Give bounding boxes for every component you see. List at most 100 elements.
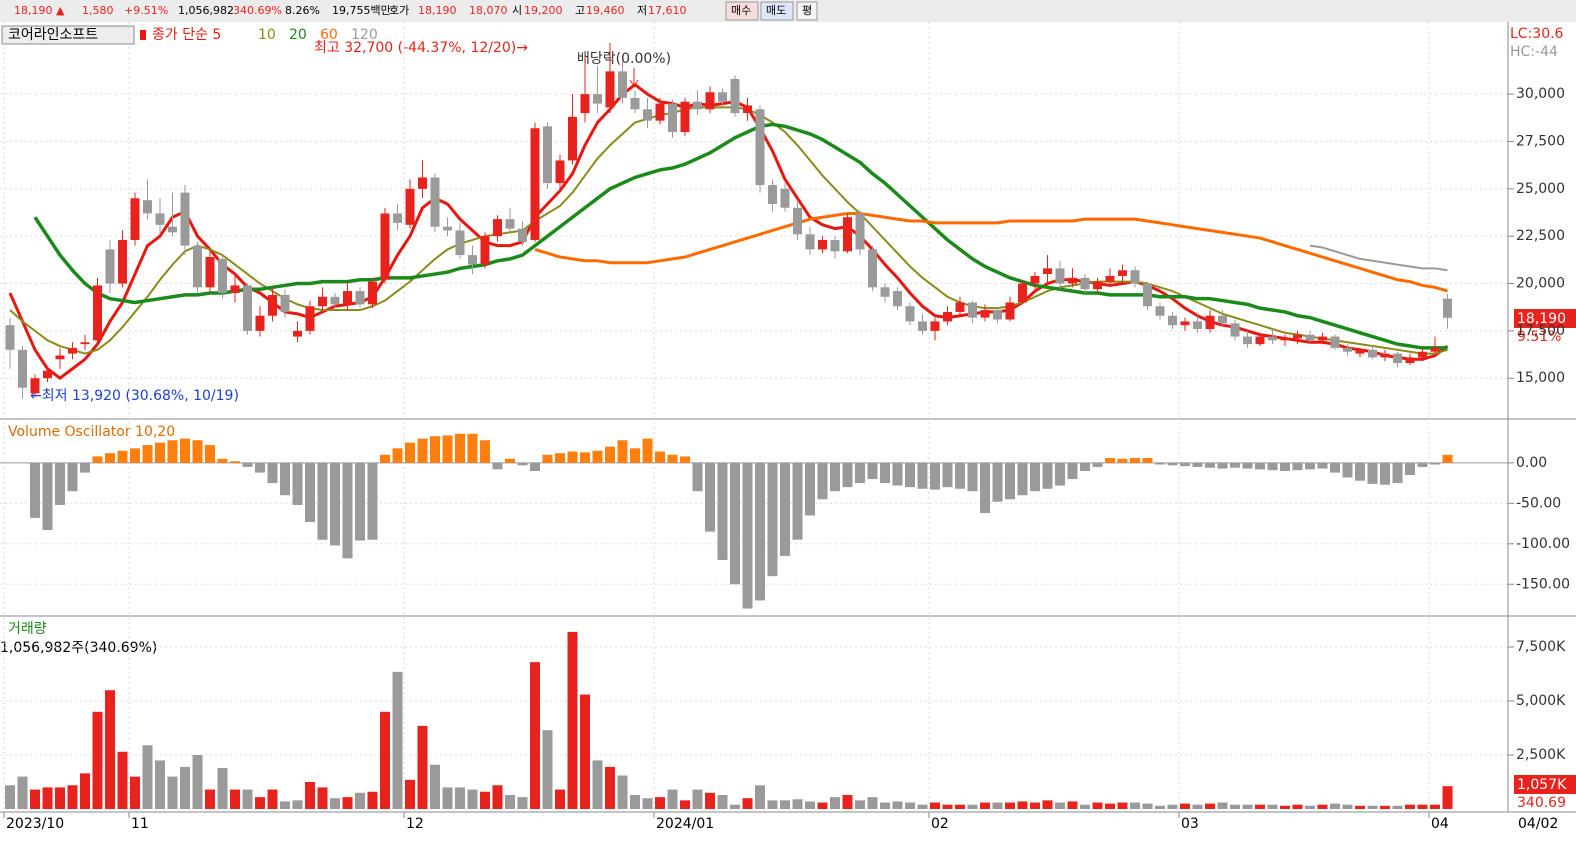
change: 1,580 bbox=[82, 4, 114, 17]
y-tick-label: -150.00 bbox=[1516, 576, 1570, 592]
bar bbox=[1117, 802, 1128, 809]
bar bbox=[842, 794, 853, 809]
bar bbox=[380, 711, 390, 809]
candle-body bbox=[155, 213, 165, 225]
candle-body bbox=[780, 188, 790, 208]
bar bbox=[92, 456, 103, 463]
last-change: 9.51% bbox=[1517, 329, 1561, 345]
bar bbox=[1405, 462, 1415, 476]
bar bbox=[680, 456, 690, 463]
candle-body bbox=[143, 200, 152, 214]
bar bbox=[1142, 458, 1153, 463]
candle-body bbox=[555, 160, 565, 184]
bar bbox=[617, 775, 628, 809]
stock-name[interactable]: 코어라인소프트 bbox=[8, 27, 98, 43]
candle-body bbox=[1143, 283, 1152, 307]
candle-body bbox=[655, 103, 665, 121]
y-tick-label: 22,500 bbox=[1516, 228, 1565, 244]
candle-body bbox=[1405, 357, 1415, 364]
bar bbox=[980, 462, 990, 514]
ask: 18,190 bbox=[418, 4, 457, 17]
stock-box[interactable] bbox=[1, 25, 135, 45]
sell-button[interactable] bbox=[760, 1, 794, 21]
last-volume-change: 340.69 bbox=[1517, 795, 1566, 811]
candle-body bbox=[743, 105, 752, 114]
candle-body bbox=[430, 177, 440, 227]
candle-body bbox=[368, 281, 377, 305]
y-tick-label: 25,000 bbox=[1516, 181, 1565, 197]
bar bbox=[742, 462, 753, 609]
candle-body bbox=[1355, 349, 1365, 354]
bar bbox=[1167, 804, 1178, 809]
bar bbox=[142, 745, 153, 809]
candle-body bbox=[1043, 268, 1052, 275]
candle-body bbox=[180, 192, 190, 246]
candle-body bbox=[18, 349, 27, 388]
candle-body bbox=[1055, 268, 1065, 284]
bar bbox=[1017, 801, 1028, 809]
candle-body bbox=[918, 321, 927, 331]
x-tick-label: 03 bbox=[1181, 816, 1199, 832]
bar bbox=[1180, 803, 1190, 809]
bar bbox=[480, 791, 490, 809]
bar bbox=[1280, 462, 1290, 471]
candle-body bbox=[43, 370, 52, 379]
bar bbox=[105, 690, 115, 809]
buy-button[interactable] bbox=[725, 1, 759, 21]
bar bbox=[930, 462, 940, 490]
candle-body bbox=[1330, 336, 1340, 348]
candle-body bbox=[280, 294, 290, 312]
avg-label[interactable]: 평 bbox=[802, 4, 812, 17]
bar bbox=[355, 462, 365, 541]
bar bbox=[905, 462, 915, 488]
bar bbox=[80, 773, 90, 809]
candle-body bbox=[593, 94, 602, 104]
bar bbox=[467, 789, 478, 809]
candle-body bbox=[1218, 315, 1227, 324]
bar bbox=[1230, 462, 1240, 468]
candle-body bbox=[1118, 270, 1127, 276]
candle-body bbox=[1180, 321, 1190, 326]
bar bbox=[305, 782, 315, 809]
candle-body bbox=[1268, 336, 1277, 341]
bar bbox=[167, 440, 178, 463]
candle-body bbox=[755, 109, 765, 186]
candle-body bbox=[1393, 353, 1402, 364]
buy-label[interactable]: 매수 bbox=[731, 4, 751, 17]
candle-body bbox=[30, 378, 40, 394]
bar bbox=[1092, 462, 1103, 467]
ma-line bbox=[534, 211, 1448, 293]
bar bbox=[280, 462, 290, 496]
candle-body bbox=[405, 188, 415, 225]
sell-label[interactable]: 매도 bbox=[766, 4, 786, 17]
candle-body bbox=[530, 128, 540, 240]
bar bbox=[1330, 803, 1340, 809]
bar bbox=[1392, 462, 1403, 484]
bar bbox=[580, 452, 590, 463]
bar bbox=[392, 448, 403, 463]
candle-body bbox=[493, 219, 502, 237]
y-tick-label: 30,000 bbox=[1516, 86, 1565, 102]
high-label: 고 bbox=[575, 4, 585, 17]
bar bbox=[855, 800, 865, 809]
candle-body bbox=[568, 116, 577, 161]
bar bbox=[617, 440, 628, 463]
candle-body bbox=[305, 306, 315, 331]
y-tick-label: 0.00 bbox=[1516, 455, 1547, 471]
bar bbox=[1317, 804, 1328, 809]
candle-body bbox=[1343, 347, 1352, 352]
bar bbox=[955, 804, 965, 809]
legend-entry: 10 bbox=[258, 27, 276, 43]
x-tick-label: 11 bbox=[131, 816, 149, 832]
bar bbox=[755, 785, 765, 809]
last-volume-box bbox=[1514, 775, 1576, 794]
bar bbox=[642, 798, 653, 809]
bar bbox=[217, 458, 228, 463]
price: 18,190 ▲ bbox=[14, 4, 65, 17]
bar bbox=[592, 450, 603, 463]
y-tick-label: -50.00 bbox=[1516, 495, 1561, 511]
avg-button[interactable] bbox=[796, 1, 818, 21]
bar bbox=[305, 462, 315, 522]
bar bbox=[1092, 802, 1103, 809]
